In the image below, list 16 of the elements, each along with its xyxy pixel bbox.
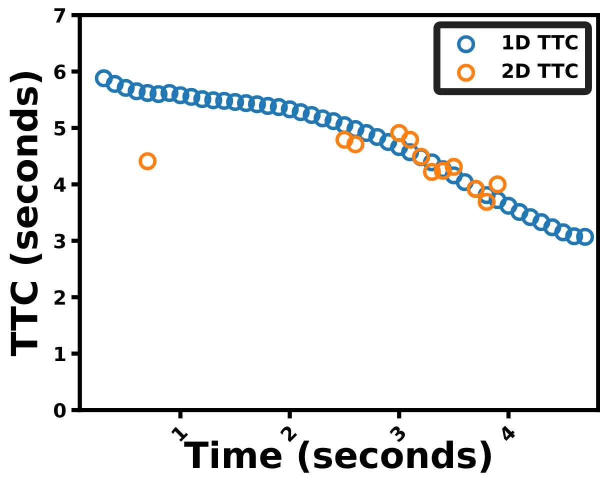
y-tick-label: 4 <box>54 178 66 192</box>
y-tick-label: 1 <box>55 346 66 362</box>
x-axis-title: Time (seconds) <box>184 440 491 473</box>
legend-label: 1D TTC <box>503 34 578 50</box>
y-tick-label: 5 <box>54 121 66 136</box>
x-tick-label: 1 <box>170 424 188 442</box>
y-tick-label: 6 <box>54 64 66 80</box>
x-tick-label: 2 <box>280 424 298 442</box>
y-tick-label: 7 <box>54 8 66 22</box>
legend-label: 2D TTC <box>502 63 578 78</box>
y-tick-label: 2 <box>54 290 65 305</box>
y-tick-label: 3 <box>54 234 66 248</box>
x-tick-label: 3 <box>388 424 407 443</box>
y-tick-label: 0 <box>54 403 66 418</box>
x-tick-label: 4 <box>498 424 516 443</box>
y-axis-title: TTC (seconds) <box>10 72 42 356</box>
